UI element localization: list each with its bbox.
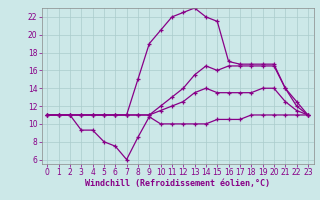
X-axis label: Windchill (Refroidissement éolien,°C): Windchill (Refroidissement éolien,°C) <box>85 179 270 188</box>
